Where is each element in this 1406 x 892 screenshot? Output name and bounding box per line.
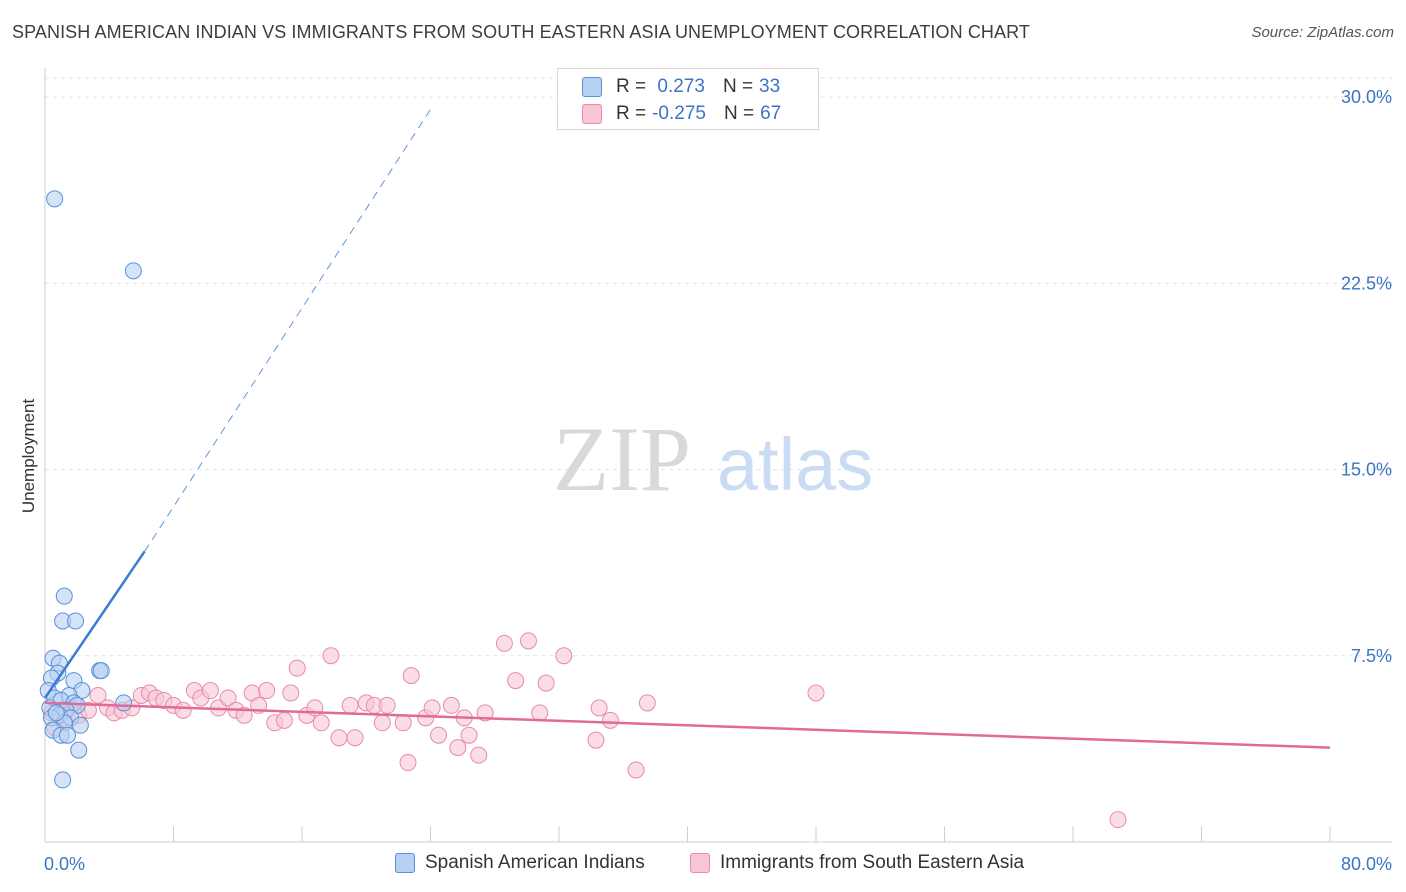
legend-n-value: 33 bbox=[759, 76, 781, 97]
data-point-immigrants bbox=[627, 761, 645, 779]
y-tick-label: 7.5% bbox=[1351, 646, 1392, 666]
data-point-immigrants bbox=[519, 632, 537, 650]
data-point-immigrants bbox=[531, 704, 549, 722]
data-point-immigrants bbox=[638, 694, 656, 712]
data-point-immigrants bbox=[201, 682, 219, 700]
data-point-immigrants bbox=[378, 696, 396, 714]
legend-item-immigrants: Immigrants from South Eastern Asia bbox=[690, 852, 1024, 874]
trend-lines bbox=[43, 109, 1331, 749]
x-tick-label: 80.0% bbox=[1341, 854, 1392, 874]
data-point-immigrants bbox=[341, 696, 359, 714]
y-tick-label: 15.0% bbox=[1341, 460, 1392, 480]
y-tick-label: 30.0% bbox=[1341, 87, 1392, 107]
data-point-spanish-american-indians bbox=[92, 662, 110, 680]
data-point-immigrants bbox=[537, 674, 555, 692]
legend-r-label: R = bbox=[616, 103, 647, 124]
y-tick-labels: 7.5% 15.0% 22.5% 30.0% bbox=[1341, 87, 1392, 666]
correlation-legend: R = 0.273 N = 33 R = -0.275 N = 67 bbox=[557, 68, 819, 130]
data-point-immigrants bbox=[449, 739, 467, 757]
legend-swatch-blue bbox=[582, 77, 602, 97]
data-point-immigrants bbox=[235, 706, 253, 724]
x-tick-labels: 0.0% 80.0% bbox=[44, 854, 1392, 874]
data-point-immigrants bbox=[807, 684, 825, 702]
data-point-spanish-american-indians bbox=[54, 771, 72, 789]
source-label: Source: ZipAtlas.com bbox=[1251, 24, 1394, 41]
data-point-spanish-american-indians bbox=[46, 190, 64, 208]
data-point-immigrants bbox=[1109, 811, 1127, 829]
legend-swatch-pink bbox=[690, 853, 710, 873]
legend-row-series2: R = -0.275 N = 67 bbox=[582, 102, 781, 126]
data-point-spanish-american-indians bbox=[47, 704, 65, 722]
legend-n-label: N = bbox=[722, 76, 754, 97]
data-point-immigrants bbox=[275, 711, 293, 729]
data-point-immigrants bbox=[402, 667, 420, 685]
data-point-immigrants bbox=[258, 682, 276, 700]
data-point-immigrants bbox=[219, 689, 237, 707]
trend-line-spanish-american-indians bbox=[43, 550, 146, 699]
data-point-immigrants bbox=[174, 701, 192, 719]
trend-line-immigrants bbox=[44, 701, 1331, 749]
watermark-atlas: atlas bbox=[717, 423, 873, 506]
legend-n-label: N = bbox=[723, 103, 755, 124]
legend-n-value: 67 bbox=[760, 103, 782, 124]
data-point-immigrants bbox=[312, 714, 330, 732]
data-point-spanish-american-indians bbox=[70, 741, 88, 759]
data-point-immigrants bbox=[373, 714, 391, 732]
data-point-immigrants bbox=[322, 647, 340, 665]
data-point-immigrants bbox=[601, 711, 619, 729]
legend-series2-name: Immigrants from South Eastern Asia bbox=[720, 852, 1025, 873]
data-point-spanish-american-indians bbox=[58, 726, 76, 744]
series-immigrants-points bbox=[42, 632, 1127, 829]
data-point-immigrants bbox=[423, 699, 441, 717]
data-point-spanish-american-indians bbox=[124, 262, 142, 280]
data-point-immigrants bbox=[430, 726, 448, 744]
data-point-immigrants bbox=[590, 699, 608, 717]
legend-swatch-pink bbox=[582, 104, 602, 124]
data-point-immigrants bbox=[330, 729, 348, 747]
legend-row-series1: R = 0.273 N = 33 bbox=[582, 75, 780, 99]
data-point-immigrants bbox=[587, 731, 605, 749]
legend-series1-name: Spanish American Indians bbox=[425, 852, 645, 873]
data-point-immigrants bbox=[442, 696, 460, 714]
data-point-immigrants bbox=[507, 672, 525, 690]
chart-title: SPANISH AMERICAN INDIAN VS IMMIGRANTS FR… bbox=[12, 22, 1031, 42]
legend-swatch-blue bbox=[395, 853, 415, 873]
trend-line-extension-spanish-american-indians bbox=[144, 109, 431, 552]
y-axis-label: Unemployment bbox=[19, 399, 38, 514]
data-point-spanish-american-indians bbox=[55, 587, 73, 605]
data-point-spanish-american-indians bbox=[67, 612, 85, 630]
data-point-immigrants bbox=[288, 659, 306, 677]
data-point-immigrants bbox=[495, 634, 513, 652]
data-point-immigrants bbox=[555, 647, 573, 665]
data-point-spanish-american-indians bbox=[115, 694, 133, 712]
y-tick-label: 22.5% bbox=[1341, 273, 1392, 293]
data-point-immigrants bbox=[282, 684, 300, 702]
legend-r-label: R = bbox=[616, 76, 647, 97]
data-point-immigrants bbox=[470, 746, 488, 764]
data-point-immigrants bbox=[89, 686, 107, 704]
legend-item-spanish-american-indians: Spanish American Indians bbox=[395, 852, 645, 874]
legend-r-value: -0.275 bbox=[652, 103, 706, 124]
data-point-immigrants bbox=[399, 754, 417, 772]
grid-lines bbox=[45, 77, 1392, 657]
series-legend: Spanish American Indians Immigrants from… bbox=[0, 852, 1406, 878]
data-point-immigrants bbox=[346, 729, 364, 747]
data-point-immigrants bbox=[394, 714, 412, 732]
data-point-spanish-american-indians bbox=[71, 716, 89, 734]
legend-r-value: 0.273 bbox=[652, 76, 705, 97]
x-tick-label: 0.0% bbox=[44, 854, 85, 874]
data-point-immigrants bbox=[460, 726, 478, 744]
watermark-zip: ZIP bbox=[553, 408, 691, 510]
